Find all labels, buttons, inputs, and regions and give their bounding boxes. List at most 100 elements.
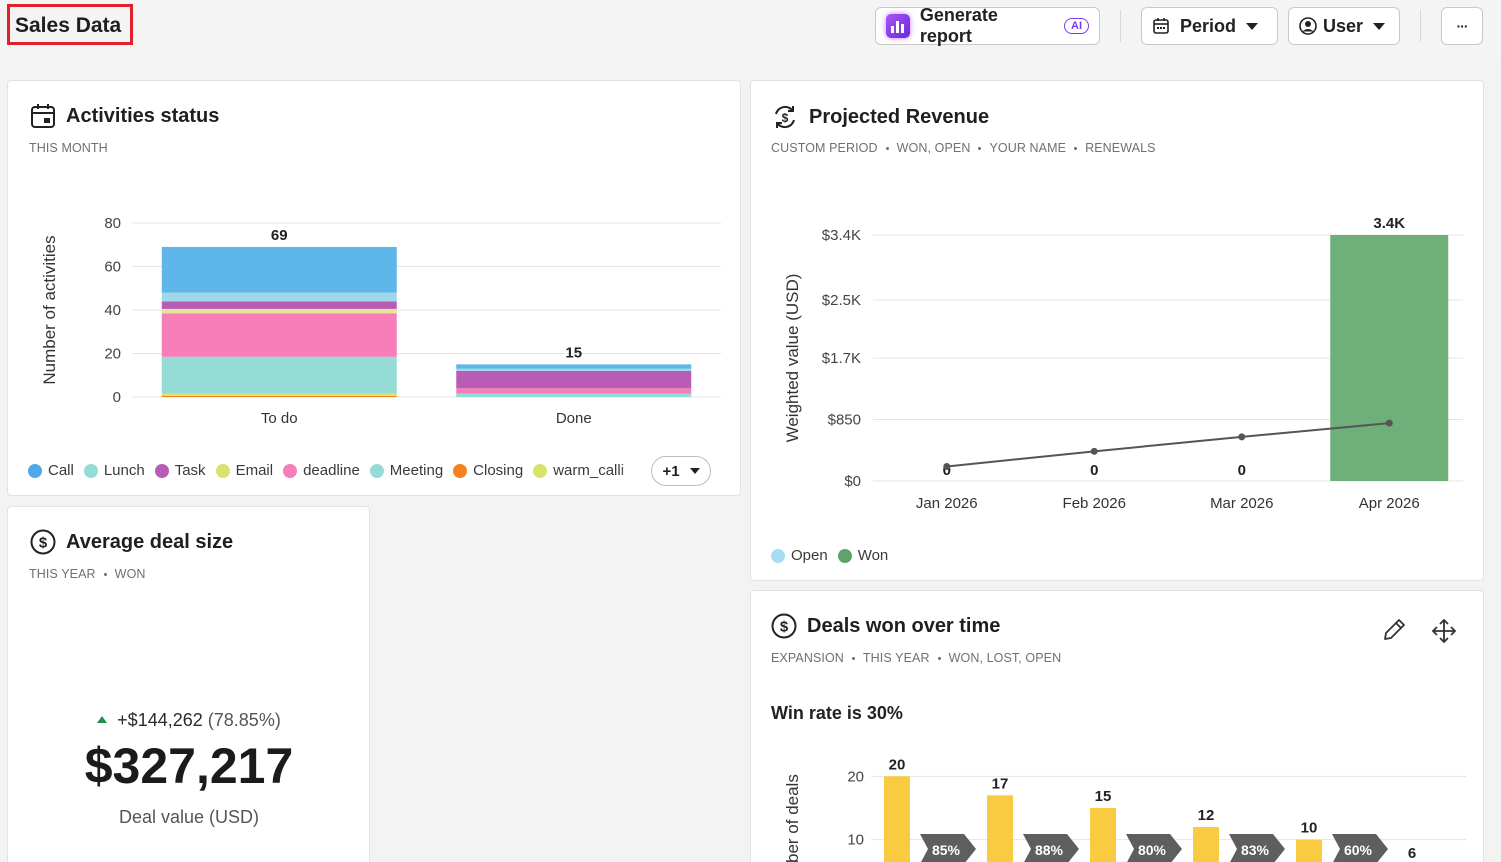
legend-item[interactable]: deadline xyxy=(283,462,360,479)
conversion-label: 83% xyxy=(1241,842,1270,858)
legend-item[interactable]: Open xyxy=(771,547,828,564)
legend-swatch xyxy=(215,463,230,478)
legend-item[interactable]: Meeting xyxy=(369,462,443,479)
deals-won-subtitle: EXPANSION THIS YEAR WON, LOST, OPEN xyxy=(771,651,1061,665)
kpi-change: +$144,262 (78.85%) xyxy=(8,710,370,731)
deals-bar xyxy=(1090,808,1116,862)
legend-swatch xyxy=(453,463,468,478)
legend-swatch xyxy=(771,548,785,563)
legend-swatch xyxy=(154,463,169,478)
bar-value-label: 15 xyxy=(1095,788,1112,805)
activities-chart: 0 20 40 60 80 Number of activities 69 To do 15 Do… xyxy=(40,215,721,427)
revenue-chart: $0 $850 $1.7K $2.5K $3.4K Weighted value (USD… xyxy=(783,215,1463,512)
header-divider xyxy=(1120,10,1121,42)
y-tick-label: $850 xyxy=(828,412,861,429)
x-tick-label: To do xyxy=(261,410,298,427)
x-tick-label: Done xyxy=(556,410,592,427)
generate-report-button[interactable]: Generate report AI xyxy=(875,5,1100,46)
revenue-subtitle: CUSTOM PERIOD WON, OPEN YOUR NAME RENEWA… xyxy=(771,141,1156,155)
y-tick-label: 10 xyxy=(847,832,864,849)
legend-label: Email xyxy=(235,462,274,479)
bar-total-label: 15 xyxy=(565,344,582,361)
x-tick-label: Feb 2026 xyxy=(1063,495,1126,512)
deals-bar xyxy=(1296,839,1322,862)
conversion-label: 60% xyxy=(1344,842,1373,858)
user-dropdown[interactable]: User xyxy=(1288,7,1400,45)
legend-item[interactable]: Lunch xyxy=(83,462,145,479)
bar-value-label: 6 xyxy=(1408,845,1416,862)
bar-segment xyxy=(456,368,692,371)
card-title-text: Average deal size xyxy=(66,530,234,553)
bar-segment xyxy=(161,356,397,394)
bar-value-label: 0 xyxy=(1238,462,1246,479)
bar-value-label: 17 xyxy=(992,775,1009,792)
legend-item[interactable]: Won xyxy=(837,547,888,564)
page-title[interactable]: Sales Data xyxy=(7,4,133,45)
legend-item[interactable]: Email xyxy=(215,462,274,479)
legend-label: Lunch xyxy=(103,462,145,479)
legend-item[interactable]: warm_calli xyxy=(533,462,624,479)
chevron-down-icon xyxy=(689,468,700,474)
kpi-change-percent: (78.85%) xyxy=(207,710,281,730)
filter-tag: WON, OPEN xyxy=(896,141,971,155)
legend-label: deadline xyxy=(303,462,360,479)
conversion-arrow xyxy=(1332,834,1388,862)
move-icon[interactable] xyxy=(1430,617,1458,645)
filter-tag: WON xyxy=(114,567,146,581)
bar-segment xyxy=(456,364,692,369)
legend-more-button[interactable]: +1 xyxy=(651,456,711,486)
activities-status-card: Activities status THIS MONTH 0 20 40 60 80 Nu… xyxy=(7,80,741,496)
bar-segment xyxy=(456,370,692,389)
activities-legend: Call Lunch Task Email deadline Meeting Closing… xyxy=(28,462,650,479)
bar-segment xyxy=(161,393,397,396)
bar-segment xyxy=(456,388,692,394)
bar-value-label: 3.4K xyxy=(1373,215,1405,232)
bar-value-label: 10 xyxy=(1301,820,1318,837)
more-options-button[interactable]: ··· xyxy=(1441,7,1483,45)
trend-point xyxy=(1385,419,1393,427)
ai-badge: AI xyxy=(1064,18,1089,34)
bar-segment xyxy=(161,308,397,314)
filter-tag: EXPANSION xyxy=(771,651,844,665)
bar-segment xyxy=(161,395,397,397)
filter-tag: CUSTOM PERIOD xyxy=(771,141,878,155)
chevron-down-icon xyxy=(1373,22,1386,30)
deals-won-title: $ Deals won over time xyxy=(771,613,1000,639)
period-dropdown[interactable]: Period xyxy=(1141,7,1278,45)
legend-item[interactable]: Task xyxy=(154,462,206,479)
y-tick-label: $0 xyxy=(844,473,861,490)
conversion-arrow xyxy=(1126,834,1182,862)
user-icon xyxy=(1299,17,1317,35)
kpi-value: $327,217 xyxy=(84,738,294,794)
svg-text:$: $ xyxy=(39,535,48,552)
legend-item[interactable]: Call xyxy=(28,462,74,479)
legend-swatch xyxy=(83,463,98,478)
trend-point xyxy=(943,463,951,471)
y-tick-label: 0 xyxy=(113,389,121,406)
revenue-bar xyxy=(1330,235,1449,481)
bar-total-label: 69 xyxy=(271,227,288,244)
dollar-icon: $ xyxy=(771,613,797,639)
conversion-arrow xyxy=(920,834,976,862)
deals-bar xyxy=(987,795,1013,862)
chevron-down-icon xyxy=(1246,22,1259,30)
revenue-legend: Open Won xyxy=(771,547,898,564)
y-tick-label: 20 xyxy=(104,346,121,363)
bar-value-label: 12 xyxy=(1198,807,1215,824)
deals-won-card: $ Deals won over time EXPANSION THIS YEA… xyxy=(750,590,1484,862)
revenue-title: $ Projected Revenue xyxy=(771,103,989,131)
legend-item[interactable]: Closing xyxy=(453,462,523,479)
win-rate-text: Win rate is 30% xyxy=(771,703,903,723)
activities-subtitle: THIS MONTH xyxy=(29,141,108,155)
legend-fade xyxy=(618,456,654,486)
generate-report-label: Generate report xyxy=(919,5,998,46)
avg-deal-subtitle: THIS YEAR WON xyxy=(29,567,146,581)
edit-icon[interactable] xyxy=(1381,617,1407,643)
trend-point xyxy=(1238,433,1246,441)
activities-title: Activities status xyxy=(30,103,219,129)
x-tick-label: Apr 2026 xyxy=(1359,495,1420,512)
legend-label: warm_calli xyxy=(553,462,625,479)
conversion-arrow xyxy=(1023,834,1079,862)
conversion-label: 85% xyxy=(932,842,961,858)
y-axis-label: ber of deals xyxy=(783,774,802,862)
